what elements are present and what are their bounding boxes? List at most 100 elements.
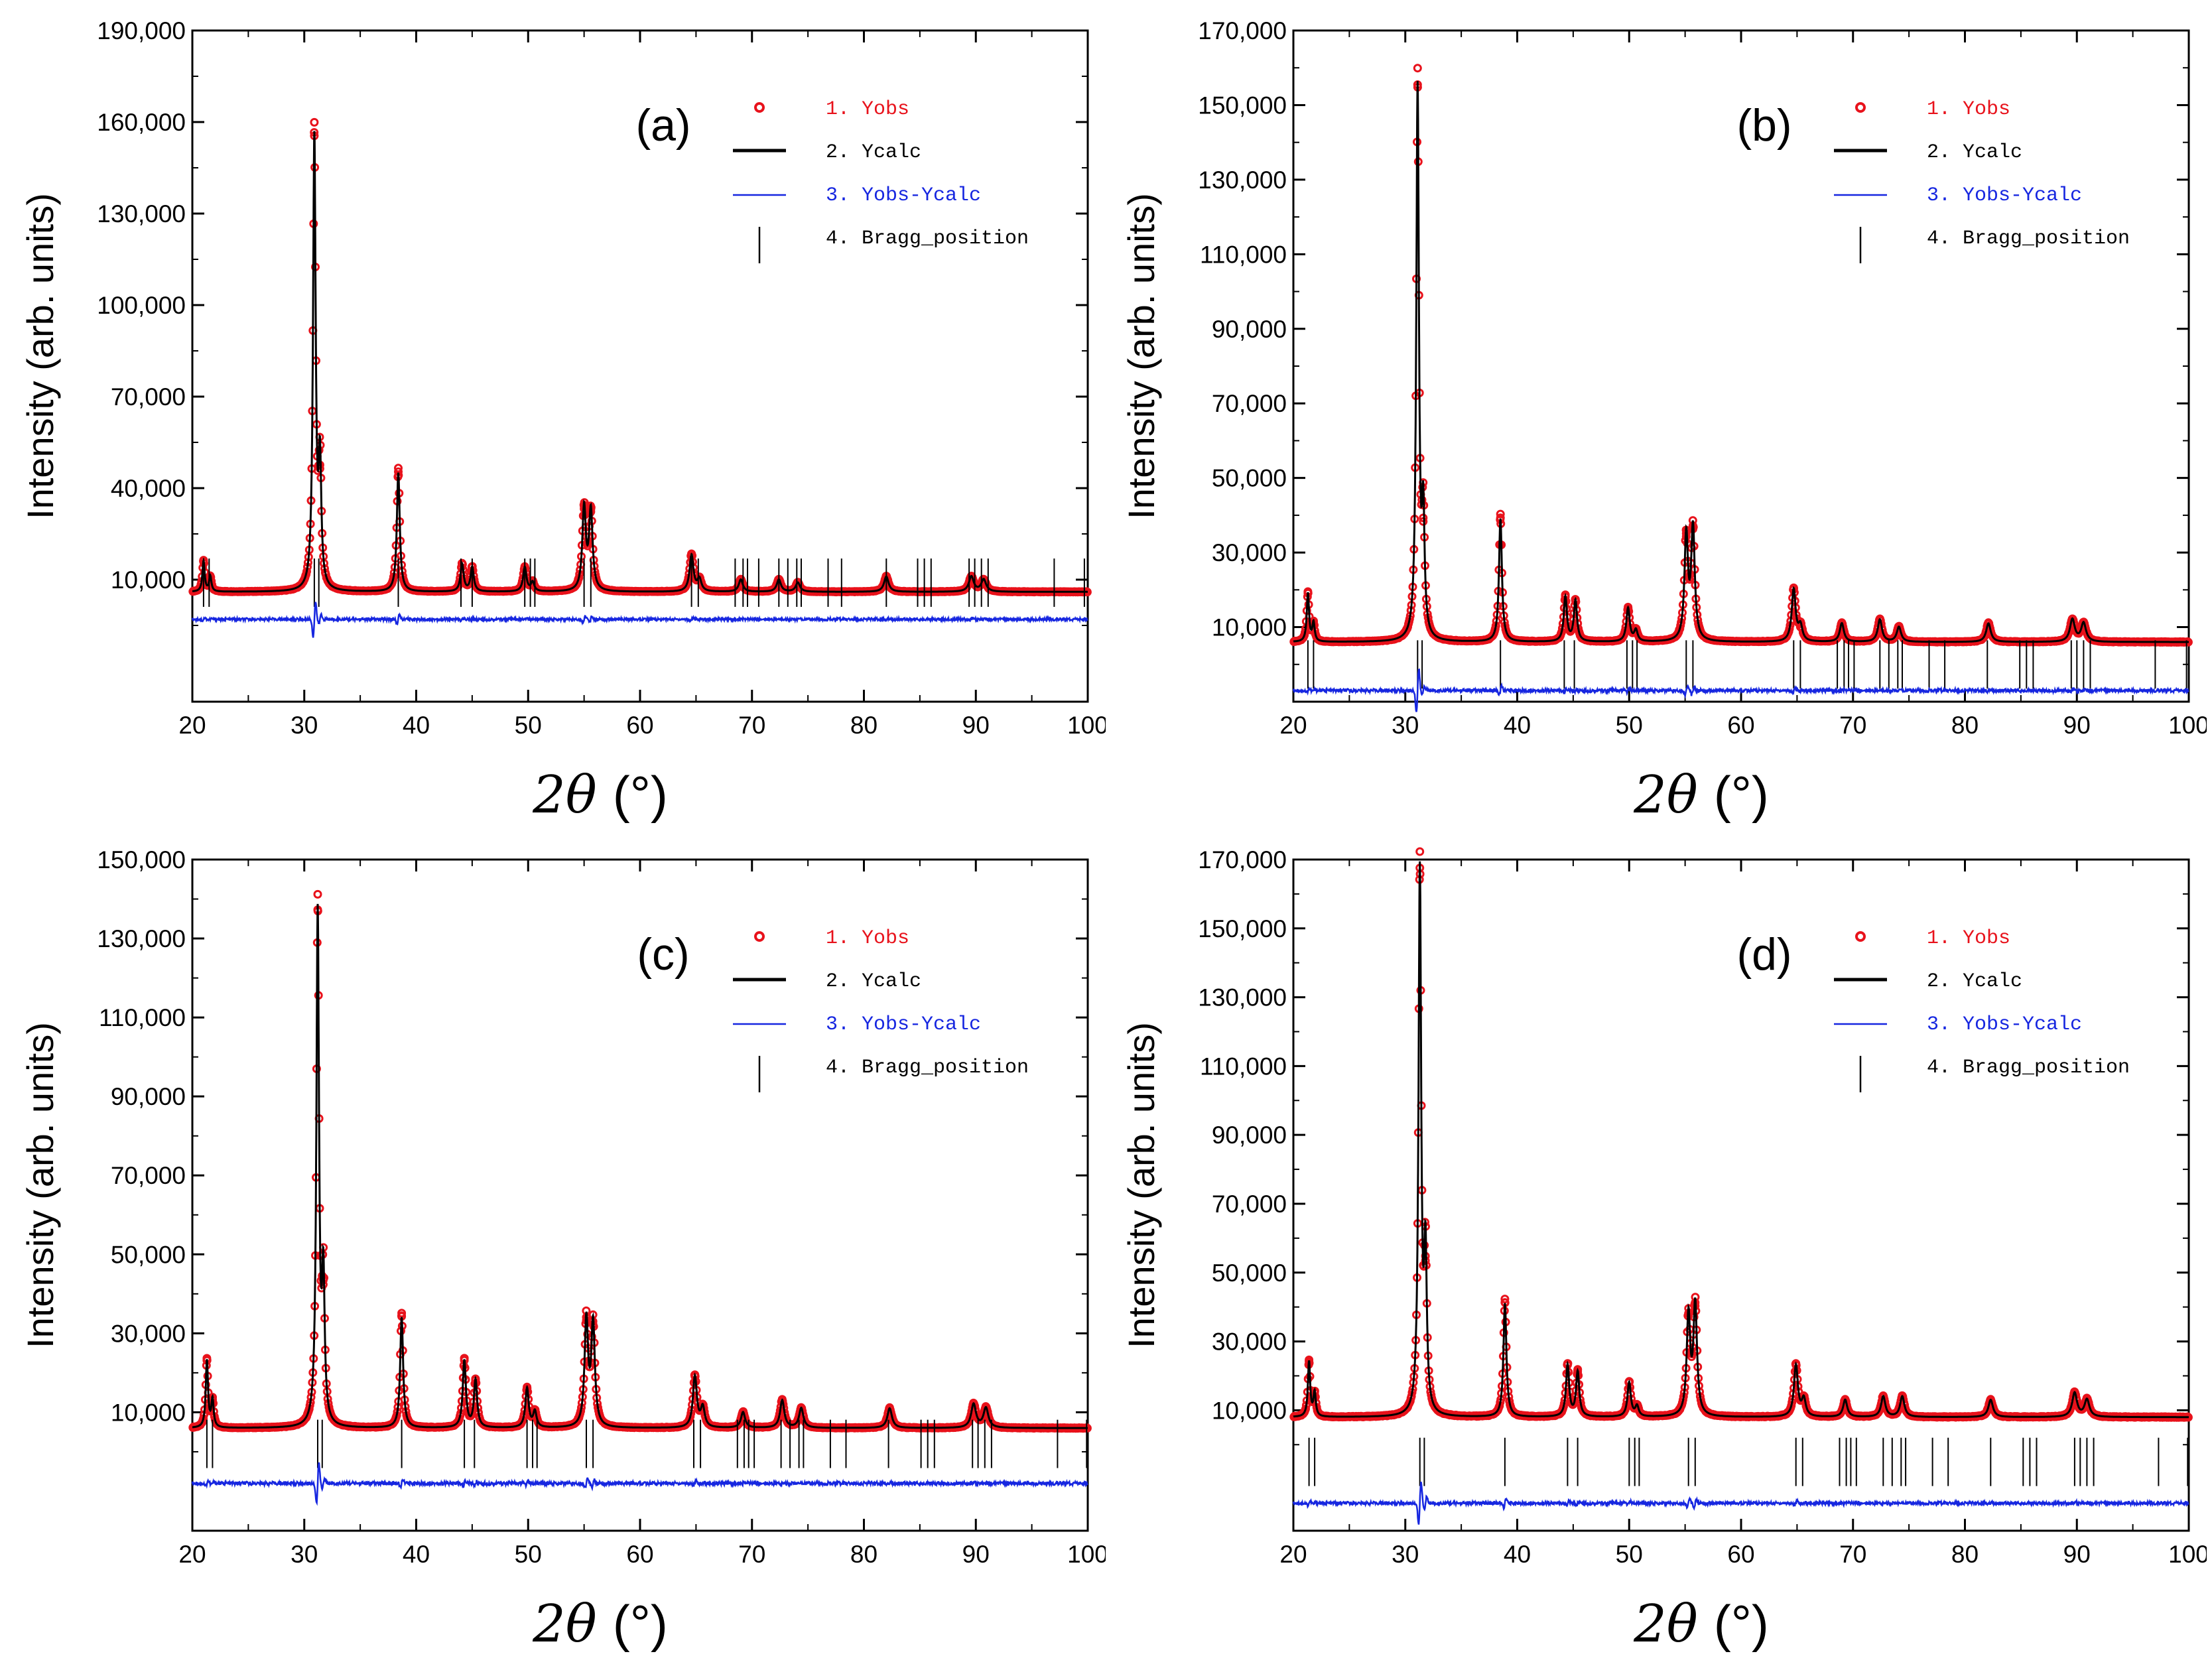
x-tick-label: 70 [1839, 712, 1866, 739]
panel-b: 20 30 40 50 60 70 80 90 100 10,000 30,000 50,000 70,… [1101, 0, 2207, 836]
x-tick-label: 70 [738, 1541, 765, 1568]
y-tick-label: 70,000 [111, 1162, 186, 1189]
panel-a: 20 30 40 50 60 70 80 90 100 10,000 40,000 70,000 100… [0, 0, 1106, 836]
legend-yobs-marker [754, 931, 765, 942]
x-axis-symbol: 2θ [532, 1594, 597, 1654]
y-tick-label: 130,000 [1198, 166, 1287, 194]
y-tick-label: 170,000 [1198, 17, 1287, 44]
x-tick-label: 90 [962, 1541, 990, 1568]
x-tick-label: 30 [1392, 1541, 1419, 1568]
legend-entry: 1. Yobs [826, 927, 909, 950]
x-tick-label: 20 [1279, 712, 1307, 739]
x-tick-label: 70 [1839, 1541, 1866, 1568]
y-tick-label: 30,000 [111, 1320, 186, 1347]
ycalc-line [1293, 81, 2189, 643]
x-tick-label: 40 [1504, 1541, 1531, 1568]
y-tick-label: 10,000 [1212, 614, 1287, 641]
x-tick-label: 100 [1067, 1541, 1106, 1568]
y-tick-label: 10,000 [111, 566, 186, 594]
x-tick-label: 80 [850, 1541, 878, 1568]
y-tick-label: 50,000 [111, 1241, 186, 1268]
legend-entry: 2. Ycalc [826, 141, 921, 164]
panel-d: 20 30 40 50 60 70 80 90 100 10,000 30,000 50,000 70,… [1101, 829, 2207, 1665]
panel-label: (a) [635, 100, 690, 151]
chart-svg: 20 30 40 50 60 70 80 90 10010,00030,00050,00070,… [1120, 17, 2207, 825]
x-axis-unit: (°) [613, 765, 668, 824]
yobs-peak-point [1837, 619, 1847, 628]
y-tick-label: 30,000 [1212, 1328, 1287, 1356]
y-tick-label: 40,000 [111, 475, 186, 502]
x-tick-label: 20 [178, 1541, 206, 1568]
x-tick-label: 60 [626, 1541, 653, 1568]
y-tick-label: 130,000 [1198, 984, 1287, 1011]
y-tick-label: 190,000 [97, 17, 186, 44]
x-axis-symbol: 2θ [1633, 765, 1698, 825]
y-tick-label: 110,000 [1200, 1053, 1287, 1080]
panel-label: (c) [637, 929, 689, 980]
y-tick-label: 90,000 [111, 1083, 186, 1110]
x-tick-label: 100 [2168, 1541, 2207, 1568]
x-axis-unit: (°) [1714, 765, 1769, 824]
legend-entry: 4. Bragg_position [826, 1057, 1029, 1079]
yobs-peak-point [394, 464, 403, 473]
legend-entry: 3. Yobs-Ycalc [1927, 184, 2082, 207]
ycalc-line [192, 903, 1088, 1429]
x-tick-label: 30 [291, 1541, 318, 1568]
x-tick-label: 60 [626, 712, 653, 739]
x-tick-label: 50 [1616, 712, 1643, 739]
x-tick-label: 100 [1067, 712, 1106, 739]
x-tick-label: 60 [1727, 1541, 1754, 1568]
panel-label: (b) [1736, 100, 1791, 151]
x-axis-unit: (°) [613, 1594, 668, 1653]
x-tick-label: 50 [515, 1541, 542, 1568]
difference-line [1292, 668, 2189, 712]
x-tick-label: 50 [1616, 1541, 1643, 1568]
yobs-peak-point [979, 575, 988, 584]
y-tick-label: 70,000 [1212, 390, 1287, 417]
x-axis-symbol: 2θ [532, 765, 597, 825]
legend-entry: 1. Yobs [826, 98, 909, 121]
x-tick-label: 40 [403, 712, 430, 739]
y-tick-label: 130,000 [97, 200, 186, 227]
y-tick-label: 10,000 [1212, 1397, 1287, 1424]
yobs-peak-point [1413, 64, 1422, 73]
legend-entry: 3. Yobs-Ycalc [826, 1013, 981, 1036]
y-tick-label: 10,000 [111, 1399, 186, 1426]
legend-yobs-marker [754, 102, 765, 113]
y-tick-label: 150,000 [1198, 92, 1287, 119]
chart-svg: 20 30 40 50 60 70 80 90 10010,00030,00050,00070,… [1120, 846, 2207, 1654]
x-tick-label: 40 [1504, 712, 1531, 739]
yobs-peak-point [1894, 622, 1904, 631]
yobs-peak-point [313, 889, 322, 899]
bragg-series [202, 558, 1085, 608]
y-tick-label: 70,000 [1212, 1190, 1287, 1218]
x-tick-label: 90 [2063, 1541, 2091, 1568]
y-tick-label: 70,000 [111, 383, 186, 411]
y-tick-label: 30,000 [1212, 539, 1287, 566]
x-tick-label: 20 [178, 712, 206, 739]
x-tick-label: 30 [291, 712, 318, 739]
x-tick-label: 90 [962, 712, 990, 739]
legend-entry: 4. Bragg_position [1927, 227, 2130, 250]
y-tick-label: 130,000 [97, 925, 186, 952]
x-axis-label: 2θ (°) [1633, 765, 1769, 825]
y-tick-label: 90,000 [1212, 1122, 1287, 1149]
y-tick-label: 150,000 [97, 846, 186, 873]
x-tick-label: 70 [738, 712, 765, 739]
y-axis-label: Intensity (arb. units) [1120, 193, 1162, 519]
x-tick-label: 80 [1951, 712, 1979, 739]
x-tick-label: 30 [1392, 712, 1419, 739]
difference-line [191, 1462, 1088, 1506]
bragg-series [1307, 640, 2187, 689]
difference-line [191, 602, 1088, 638]
legend-entry: 2. Ycalc [1927, 141, 2022, 164]
yobs-peak-point [2079, 619, 2088, 628]
x-tick-label: 60 [1727, 712, 1754, 739]
yobs-peak-point [1984, 619, 1993, 628]
yobs-peak-point [2068, 615, 2077, 624]
y-tick-label: 100,000 [97, 292, 186, 319]
ycalc-line [192, 131, 1088, 593]
y-axis-label: Intensity (arb. units) [19, 193, 61, 519]
y-tick-label: 50,000 [1212, 465, 1287, 492]
yobs-peak-point [1875, 615, 1884, 624]
